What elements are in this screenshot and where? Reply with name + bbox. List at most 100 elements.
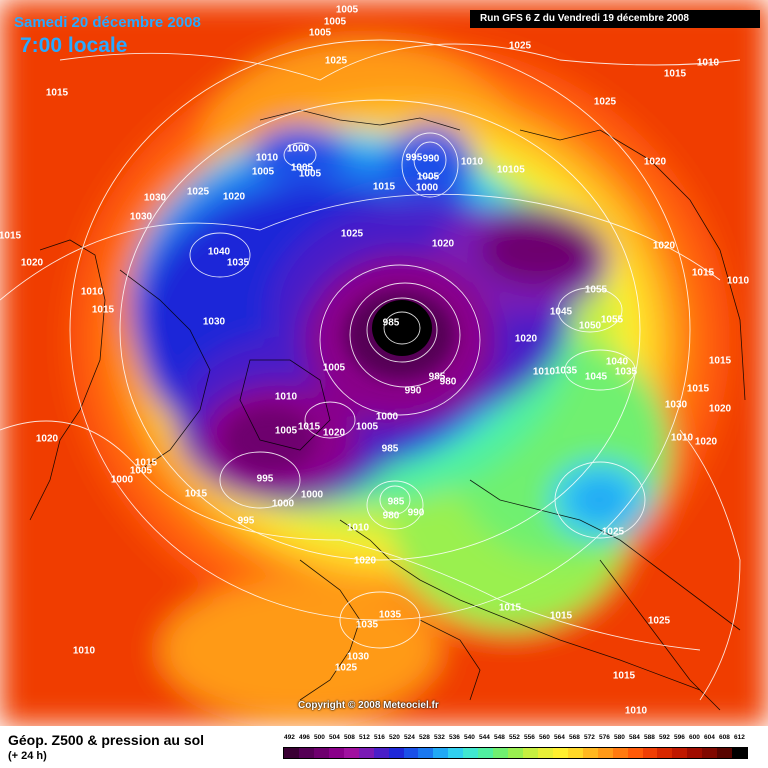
forecast-date: Samedi 20 décembre 2008 — [14, 14, 201, 31]
isobar-label: 1000 — [301, 490, 324, 501]
isobar-label: 1005 — [323, 363, 346, 374]
scale-label: 532 — [434, 734, 445, 741]
isobar-label: 1045 — [585, 372, 608, 383]
scale-swatch — [552, 748, 568, 758]
isobar-label: 985 — [429, 372, 446, 383]
isobar-label: 1015 — [46, 88, 69, 99]
isobar-label: 990 — [405, 386, 422, 397]
isobar-label: 995 — [238, 516, 255, 527]
isobar-label: 1030 — [203, 317, 226, 328]
scale-label: 556 — [524, 734, 535, 741]
scale-swatch — [448, 748, 464, 758]
scale-swatch — [298, 748, 314, 758]
isobar-label: 1010 — [697, 58, 720, 69]
isobar-label: 1020 — [644, 157, 667, 168]
scale-label: 520 — [389, 734, 400, 741]
isobar-label: 1010 — [671, 433, 694, 444]
isobar-label: 1020 — [21, 258, 44, 269]
scale-label: 572 — [584, 734, 595, 741]
isobar-label: 1010 — [497, 165, 520, 176]
scale-label: 496 — [299, 734, 310, 741]
scale-swatch — [537, 748, 553, 758]
isobar-label: 1030 — [130, 212, 153, 223]
isobar-label: 985 — [383, 318, 400, 329]
isobar-label: 995 — [406, 153, 423, 164]
isobar-label: 1015 — [298, 422, 321, 433]
scale-label: 524 — [404, 734, 415, 741]
isobar-label: 1005 — [336, 5, 359, 16]
isobar-label: 1020 — [323, 428, 346, 439]
isobar-labels: 1005 1005 1005 1025 1025 1015 1010 1015 1025 1000… — [0, 5, 750, 717]
isobar-label: 1020 — [515, 334, 538, 345]
isobar-label: 1010 — [625, 706, 648, 717]
scale-swatch — [328, 748, 344, 758]
isobar-label: 1030 — [144, 193, 167, 204]
scale-label: 604 — [704, 734, 715, 741]
isobar-label: 1015 — [687, 384, 710, 395]
isobar-label: 1030 — [665, 400, 688, 411]
isobar-label: 1015 — [0, 231, 22, 242]
scale-swatch — [478, 748, 494, 758]
scale-label: 600 — [689, 734, 700, 741]
isobar-label: 1025 — [335, 663, 358, 674]
scale-label: 492 — [284, 734, 295, 741]
scale-label: 596 — [674, 734, 685, 741]
scale-label: 564 — [554, 734, 565, 741]
isobar-label: 1005 — [275, 426, 298, 437]
scale-swatch — [284, 748, 299, 758]
low-center-core — [372, 300, 432, 356]
scale-label: 516 — [374, 734, 385, 741]
scale-swatch — [313, 748, 329, 758]
isobar-label: 1050 — [579, 321, 602, 332]
scale-label: 580 — [614, 734, 625, 741]
isobar-label: 1015 — [499, 603, 522, 614]
isobar-lines — [0, 39, 741, 701]
isobar-label: 1010 — [73, 646, 96, 657]
isobar-label: 1000 — [272, 499, 295, 510]
scale-swatch — [388, 748, 404, 758]
scale-swatch — [418, 748, 434, 758]
scale-swatch — [717, 748, 733, 758]
scale-swatch — [508, 748, 523, 758]
scale-swatch — [523, 748, 538, 758]
copyright-text: Copyright © 2008 Meteociel.fr — [298, 700, 439, 711]
isobar-label: 980 — [383, 511, 400, 522]
forecast-time: 7:00 locale — [20, 34, 128, 57]
isobar-label: 990 — [408, 508, 425, 519]
scale-swatch — [567, 748, 583, 758]
scale-swatch — [612, 748, 628, 758]
isobar-label: 1015 — [692, 268, 715, 279]
scale-label: 508 — [344, 734, 355, 741]
isobar-label: 1000 — [287, 144, 310, 155]
isobar-label: 1020 — [653, 241, 676, 252]
isobar-label: 1055 — [585, 285, 608, 296]
isobar-label: 1025 — [325, 56, 348, 67]
scale-label: 560 — [539, 734, 550, 741]
weather-map: 1005 1005 1005 1025 1025 1015 1010 1015 1025 1000… — [0, 0, 768, 726]
map-product-title: Géop. Z500 & pression au sol — [8, 732, 205, 748]
scale-swatch — [358, 748, 374, 758]
isobar-label: 995 — [257, 474, 274, 485]
scale-swatch — [403, 748, 419, 758]
scale-label: 612 — [734, 734, 745, 741]
scale-swatch — [433, 748, 449, 758]
color-scale-labels: 492 496 500 504 508 512 516 520 524 528 532 536 540 5… — [283, 734, 748, 746]
isobar-label: 980 — [440, 377, 457, 388]
isobar-label: 1010 — [533, 367, 556, 378]
isobar-label: 1010 — [256, 153, 279, 164]
isobar-label: 1025 — [602, 527, 625, 538]
scale-swatch — [672, 748, 688, 758]
isobar-label: 1000 — [111, 475, 134, 486]
scale-label: 540 — [464, 734, 475, 741]
isobar-label: 1020 — [709, 404, 732, 415]
isobar-label: 1035 — [379, 610, 402, 621]
isobar-label: 985 — [388, 497, 405, 508]
isobar-label: 1015 — [135, 458, 158, 469]
isobar-label: 1035 — [615, 367, 638, 378]
isobar-label: 5 — [519, 165, 525, 176]
scale-label: 548 — [494, 734, 505, 741]
scale-swatch — [373, 748, 389, 758]
isobar-label: 1015 — [373, 182, 396, 193]
scale-label: 588 — [644, 734, 655, 741]
isobar-label: 985 — [382, 444, 399, 455]
